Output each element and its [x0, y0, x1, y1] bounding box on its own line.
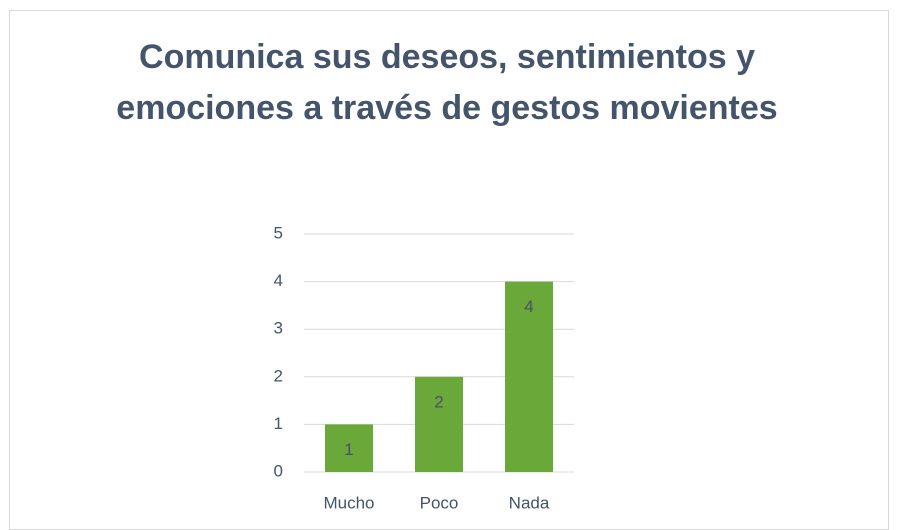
x-tick-label: Mucho: [323, 493, 374, 512]
chart-title: Comunica sus deseos, sentimientos y emoc…: [116, 38, 778, 127]
y-tick-label: 3: [274, 319, 283, 338]
bar: [325, 424, 373, 472]
data-label: 4: [524, 297, 533, 316]
y-tick-label: 5: [274, 223, 283, 242]
y-tick-label: 2: [274, 366, 283, 385]
page: Comunica sus deseos, sentimientos y emoc…: [9, 10, 889, 530]
y-tick-label: 0: [274, 461, 283, 480]
bar: [415, 376, 463, 472]
x-tick-label: Poco: [420, 493, 459, 512]
y-tick-label: 1: [274, 414, 283, 433]
y-tick-label: 4: [274, 271, 283, 290]
data-label: 2: [434, 392, 443, 411]
x-tick-label: Nada: [509, 493, 550, 512]
chart: 0 1 2 3 4 5 Mucho 1 Poco 2 Nada 4: [274, 223, 574, 512]
bar: [505, 281, 553, 472]
data-label: 1: [344, 440, 353, 459]
